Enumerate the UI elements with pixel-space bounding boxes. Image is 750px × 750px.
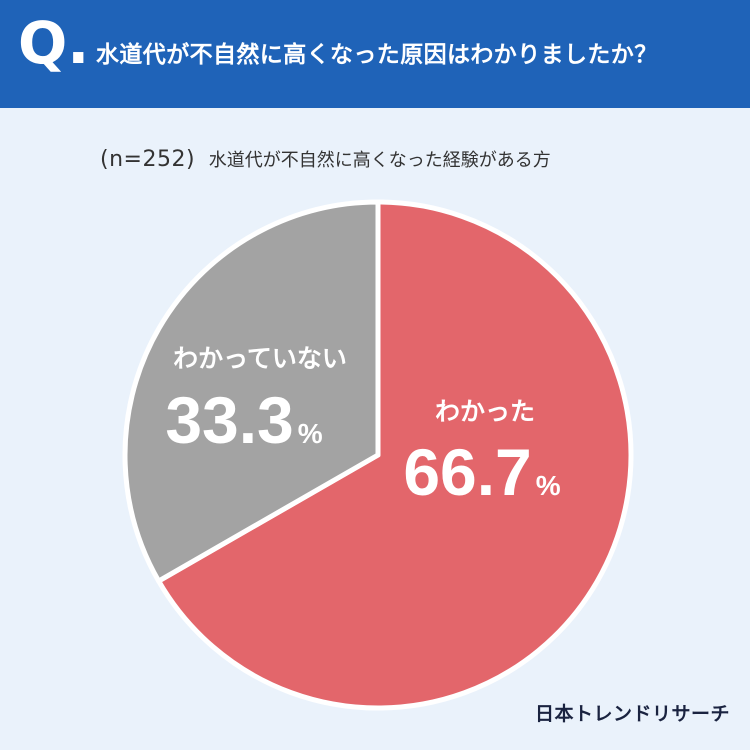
pie-slice-2 [122,199,381,584]
slice-category-label: わかった [435,397,535,426]
slice-category-label: わかっていない [173,344,347,373]
slice-value-label: 33.3% [165,383,322,457]
chart-subtitle: (n=252) 水道代が不自然に高くなった経験がある方 [100,146,660,172]
header: Q. 水道代が不自然に高くなった原因はわかりましたか？ [0,0,750,108]
pie-slice-1 [156,199,634,711]
sample-size-label: (n=252) [100,147,196,172]
q-mark: Q. [18,9,90,77]
respondent-description: 水道代が不自然に高くなった経験がある方 [208,150,551,171]
slice-value-label: 66.7% [403,435,560,509]
question-title: 水道代が不自然に高くなった原因はわかりましたか？ [96,42,658,68]
brand-logo: 日本トレンドリサーチ [534,703,730,725]
pie-labels: わかった 66.7 % わかっていない 33.3% [165,344,560,509]
pie-slices [122,199,634,711]
